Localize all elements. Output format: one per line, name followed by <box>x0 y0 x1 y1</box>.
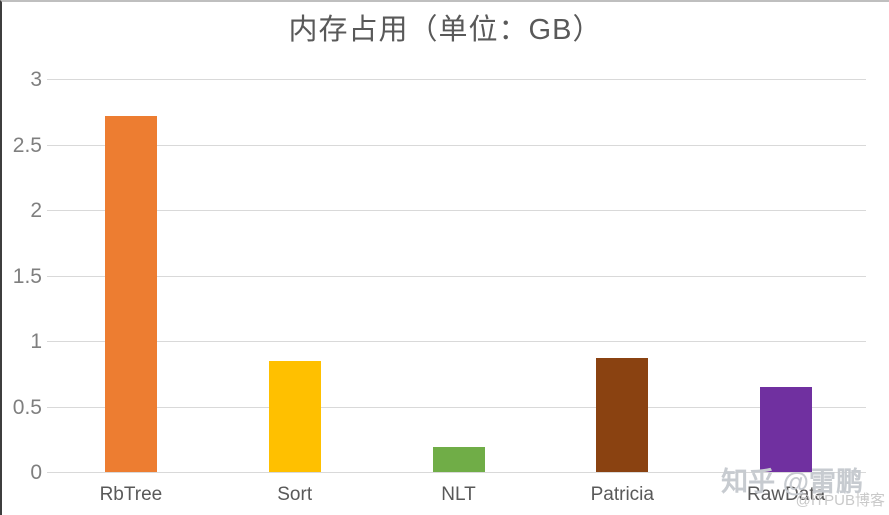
x-tick-label: Sort <box>277 484 313 505</box>
y-tick-label: 2.5 <box>12 133 42 157</box>
gridline <box>47 341 866 342</box>
bar-rawdata <box>760 386 813 472</box>
gridline <box>47 210 866 211</box>
gridline <box>47 144 866 146</box>
y-tick-label: 2 <box>30 199 42 222</box>
x-tick-label: NLT <box>441 484 476 505</box>
bar-nlt <box>432 447 485 472</box>
chart-title: 内存占用（单位：GB） <box>288 14 603 46</box>
x-tick-label: Patricia <box>590 484 654 505</box>
y-tick-label: 1.5 <box>12 264 42 288</box>
gridline <box>47 275 866 277</box>
bar-sort <box>268 360 321 472</box>
bar-rbtree <box>104 115 157 472</box>
x-tick-label: RbTree <box>99 484 163 505</box>
gridline <box>47 406 866 408</box>
x-tick-label: RawData <box>747 484 826 505</box>
y-tick-label: 3 <box>30 68 42 91</box>
y-tick-label: 0 <box>30 461 42 484</box>
gridline <box>47 79 866 80</box>
y-tick-label: 0.5 <box>12 395 42 419</box>
bar-patricia <box>596 358 649 472</box>
y-tick-label: 1 <box>30 330 42 353</box>
gridline <box>47 472 866 473</box>
